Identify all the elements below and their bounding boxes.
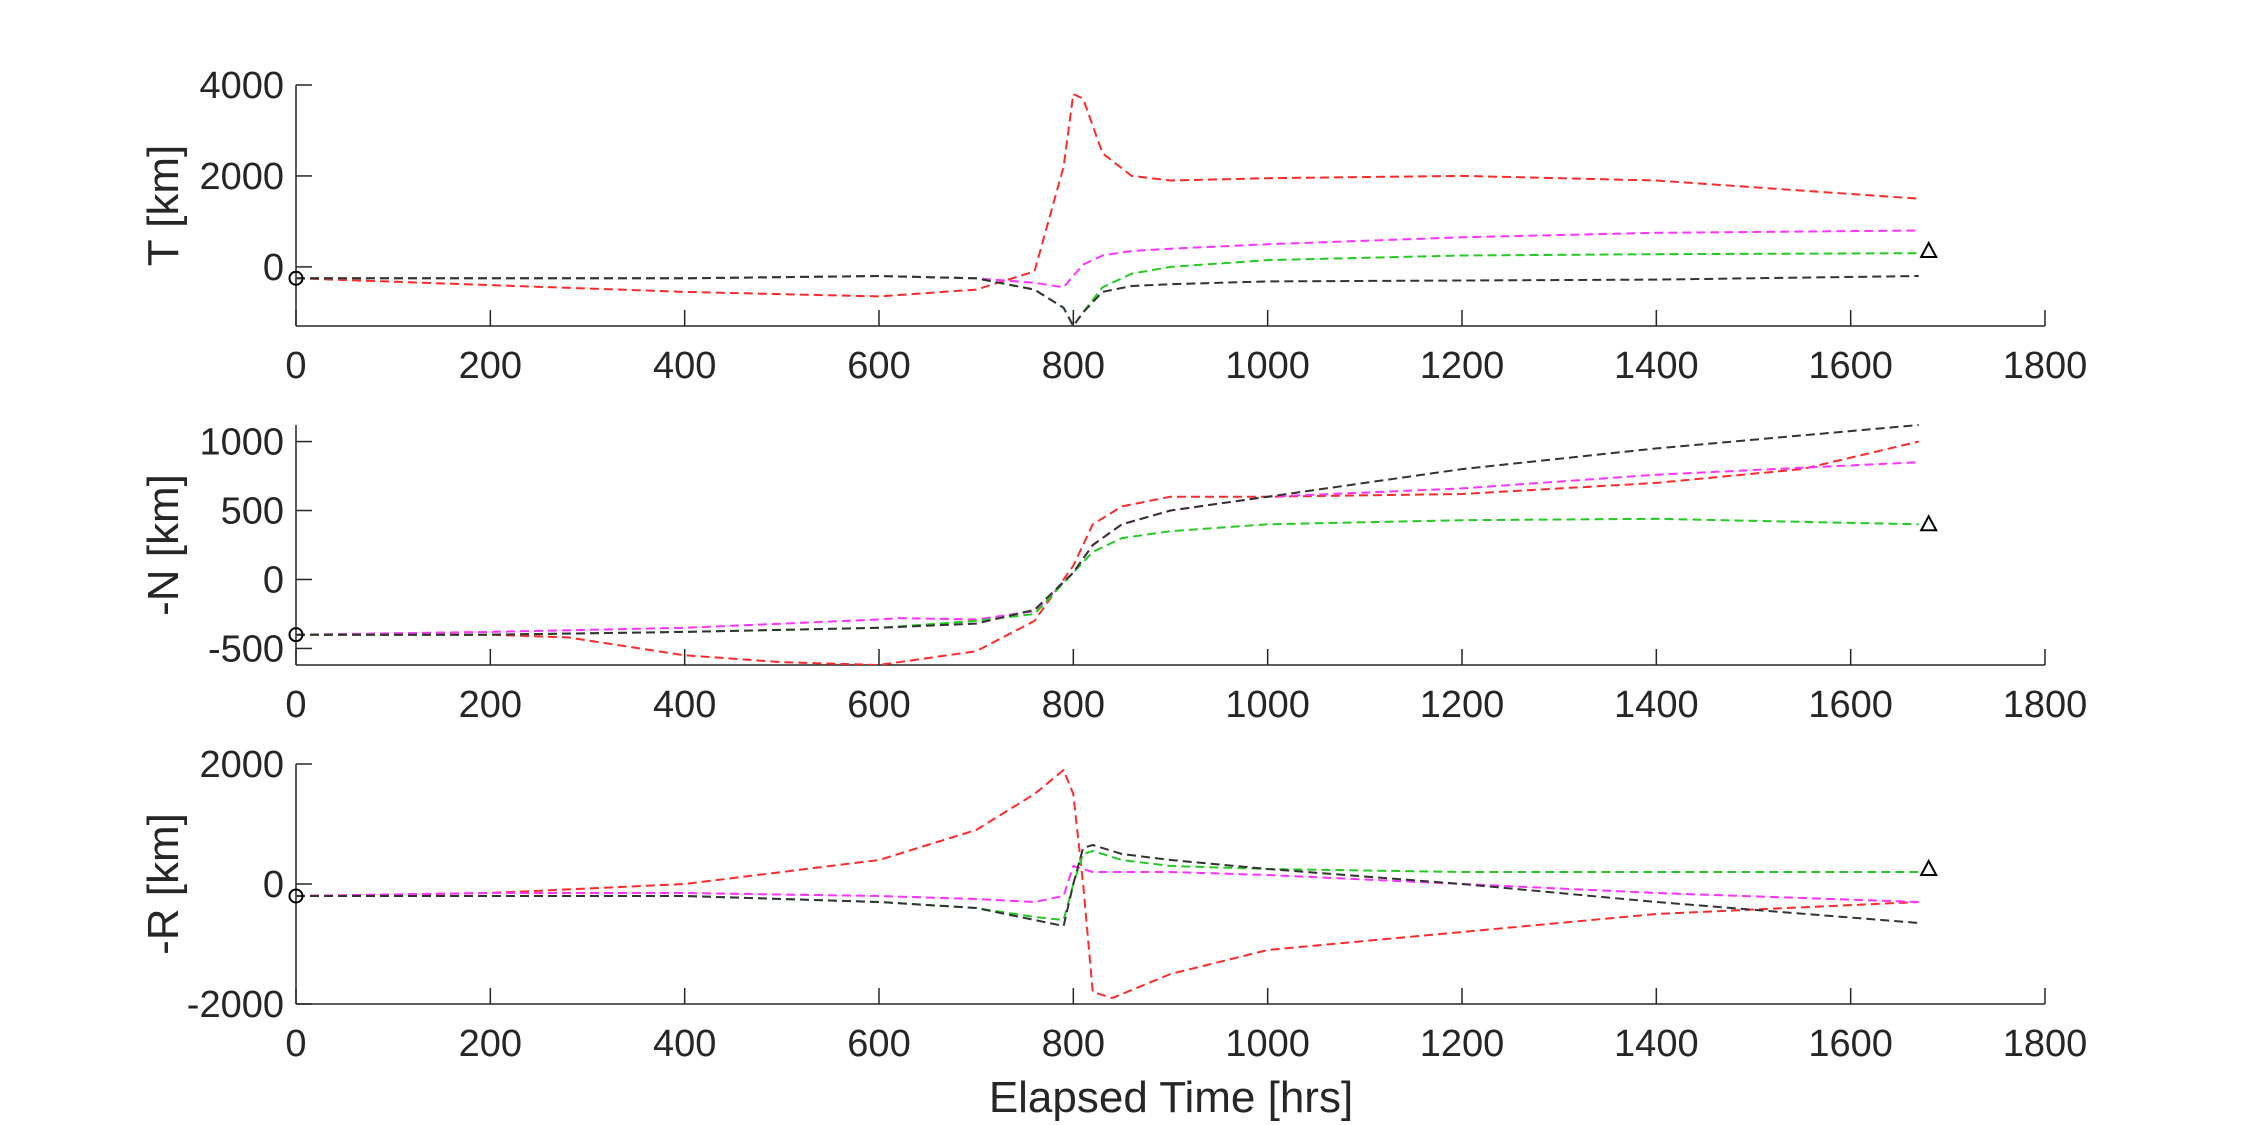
x-tick-label: 1000	[1225, 684, 1310, 726]
x-axis-label: Elapsed Time [hrs]	[989, 1073, 1353, 1122]
x-tick-label: 1600	[1808, 684, 1893, 726]
x-tick-label: 600	[847, 684, 910, 726]
x-tick-label: 1400	[1614, 684, 1699, 726]
subplot-panels: 0 200 400 600 800 1000 1200 1400 1600 18000200040…	[139, 65, 2087, 1065]
series-line-black	[296, 424, 1919, 636]
series-group	[296, 769, 1919, 999]
x-tick-label: 1800	[2003, 684, 2088, 726]
y-tick-label: 0	[263, 559, 284, 601]
y-tick-label: 500	[221, 491, 284, 533]
y-axis-label: -N [km]	[139, 474, 188, 616]
x-tick-label: 800	[1042, 684, 1105, 726]
series-line-magenta	[296, 229, 1919, 289]
y-tick-label: 4000	[199, 65, 284, 107]
y-tick-label: 2000	[199, 156, 284, 198]
series-line-green	[296, 850, 1919, 921]
x-tick-label: 1800	[2003, 345, 2088, 387]
y-tick-label: 1000	[199, 422, 284, 464]
x-tick-label: 600	[847, 1023, 910, 1065]
x-tick-label: 600	[847, 345, 910, 387]
x-tick-label: 1400	[1614, 345, 1699, 387]
subplot-1: 0 200 400 600 800 1000 1200 1400 1600 1800 0 2000 40…	[139, 65, 2087, 387]
series-line-black	[296, 844, 1919, 927]
x-tick-label: 800	[1042, 345, 1105, 387]
x-tick-label: 1600	[1808, 345, 1893, 387]
x-tick-label: 0	[285, 684, 306, 726]
x-tick-label: 1200	[1420, 684, 1505, 726]
series-line-black	[296, 275, 1919, 326]
series-line-green	[296, 252, 1919, 326]
y-axis-label: -R [km]	[139, 813, 188, 955]
y-tick-label: -500	[208, 628, 284, 670]
end-marker	[1919, 858, 1938, 876]
x-tick-label: 200	[459, 1023, 522, 1065]
series-group	[296, 424, 1919, 665]
y-tick-label: 2000	[199, 744, 284, 786]
x-tick-label: 1800	[2003, 1023, 2088, 1065]
start-marker	[288, 270, 304, 286]
start-marker	[288, 888, 304, 904]
series-group	[296, 93, 1919, 326]
x-tick-label: 1400	[1614, 1023, 1699, 1065]
x-tick-label: 200	[459, 684, 522, 726]
x-tick-label: 0	[285, 1023, 306, 1065]
x-tick-label: 1000	[1225, 1023, 1310, 1065]
y-axis-label: T [km]	[139, 145, 188, 266]
series-line-magenta	[296, 461, 1919, 636]
x-tick-label: 400	[653, 345, 716, 387]
x-tick-label: 800	[1042, 1023, 1105, 1065]
y-tick-label: -2000	[187, 984, 284, 1026]
subplot-2: 0 200 400 600 800 1000 1200 1400 1600 1800-500050…	[139, 422, 2087, 726]
x-tick-label: 200	[459, 345, 522, 387]
x-tick-label: 400	[653, 1023, 716, 1065]
x-tick-label: 0	[285, 345, 306, 387]
series-line-green	[296, 517, 1919, 636]
start-marker	[288, 627, 304, 643]
x-tick-label: 1600	[1808, 1023, 1893, 1065]
y-tick-label: 0	[263, 247, 284, 289]
subplot-3: 0 200 400 600 800 1000 1200 1400 1600 1800-200002…	[139, 744, 2087, 1065]
series-line-red	[296, 769, 1919, 999]
y-tick-label: 0	[263, 864, 284, 906]
x-tick-label: 400	[653, 684, 716, 726]
x-tick-label: 1000	[1225, 345, 1310, 387]
end-marker	[1919, 514, 1938, 532]
x-tick-label: 1200	[1420, 345, 1505, 387]
series-line-red	[296, 440, 1919, 665]
end-marker	[1919, 240, 1938, 258]
series-line-red	[296, 93, 1919, 298]
x-tick-label: 1200	[1420, 1023, 1505, 1065]
